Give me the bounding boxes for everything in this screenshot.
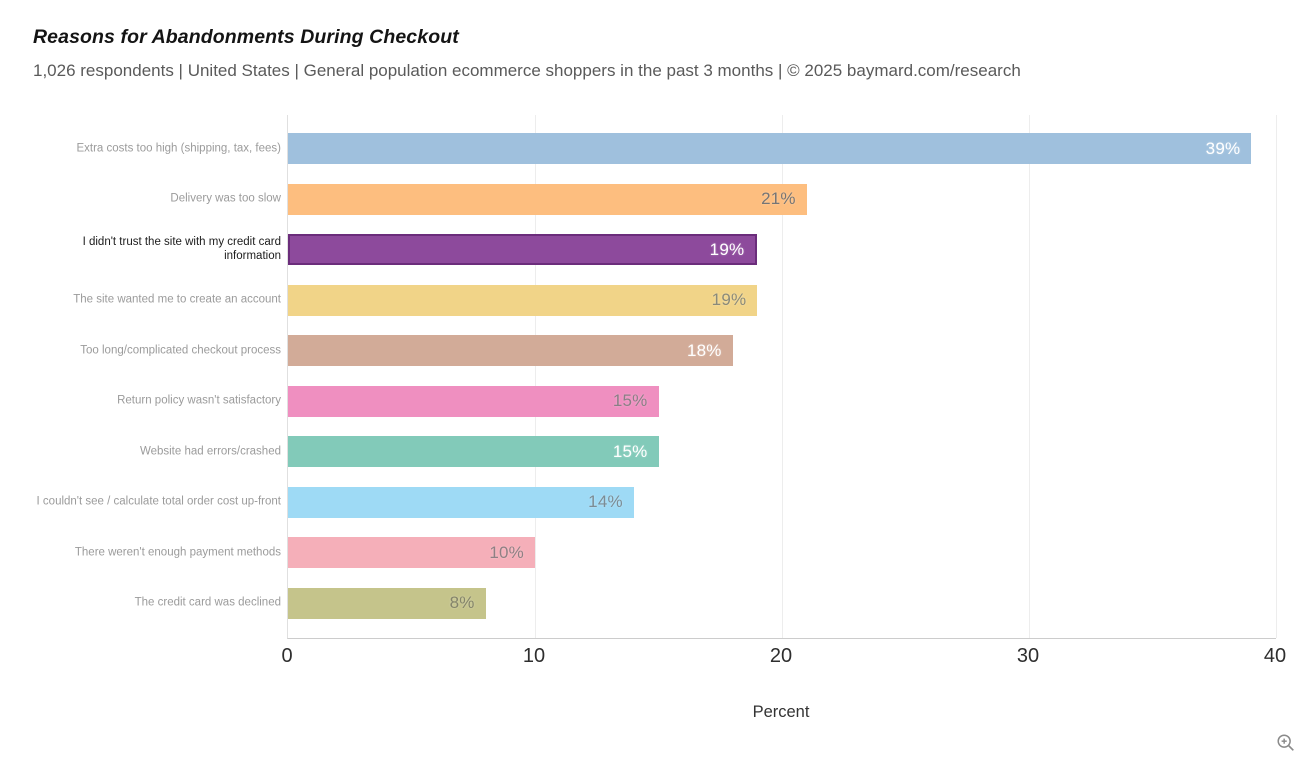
bar[interactable]: 8% [288, 587, 486, 619]
chart-title: Reasons for Abandonments During Checkout [33, 26, 459, 48]
bar[interactable]: 19% [288, 284, 758, 316]
bar[interactable]: 18% [288, 335, 733, 366]
category-label: Too long/complicated checkout process [80, 344, 281, 357]
x-tick-label: 10 [522, 645, 546, 667]
x-tick-label: 40 [1263, 645, 1287, 667]
category-label: Website had errors/crashed [139, 445, 281, 458]
bar[interactable]: 15% [288, 385, 659, 417]
gridline [1276, 115, 1277, 638]
category-label: The credit card was declined [134, 596, 281, 609]
gridline [535, 115, 536, 638]
gridline [782, 115, 783, 638]
bar-value-label: 39% [1205, 138, 1241, 158]
bar-value-label: 19% [709, 239, 745, 259]
chart-subtitle: 1,026 respondents | United States | Gene… [33, 61, 1021, 80]
x-axis-title: Percent [752, 703, 810, 721]
category-label: Return policy wasn't satisfactory [117, 394, 281, 407]
bar-value-label: 14% [588, 492, 623, 511]
bar[interactable]: 14% [288, 486, 634, 518]
plot-area: 39% 21% 19% 19% 18% 15% 15% 14% 10% 8% [287, 115, 1277, 639]
category-label: The site wanted me to create an account [73, 293, 281, 306]
category-label: Delivery was too slow [170, 192, 281, 205]
bar-value-label: 19% [711, 290, 747, 309]
bar[interactable]: 21% [288, 183, 807, 215]
bar[interactable]: 19% [288, 234, 758, 265]
bar[interactable]: 10% [288, 537, 535, 568]
category-label: There weren't enough payment methods [74, 546, 281, 559]
bar[interactable]: 15% [288, 436, 659, 467]
category-label: I didn't trust the site with my credit c… [82, 235, 281, 263]
bar-value-label: 10% [489, 542, 524, 562]
bar-value-label: 15% [612, 391, 648, 410]
x-tick-label: 30 [1016, 645, 1040, 667]
bar-value-label: 21% [761, 189, 796, 208]
bar-value-label: 8% [449, 593, 475, 612]
x-tick-label: 0 [281, 645, 293, 667]
gridline [1029, 115, 1030, 638]
category-label: I couldn't see / calculate total order c… [36, 495, 281, 508]
bar[interactable]: 39% [288, 133, 1252, 164]
bar-value-label: 15% [612, 441, 648, 461]
x-tick-label: 20 [769, 645, 793, 667]
category-label: Extra costs too high (shipping, tax, fee… [76, 142, 281, 155]
zoom-in-icon[interactable] [1275, 732, 1297, 754]
bar-value-label: 18% [686, 340, 722, 360]
